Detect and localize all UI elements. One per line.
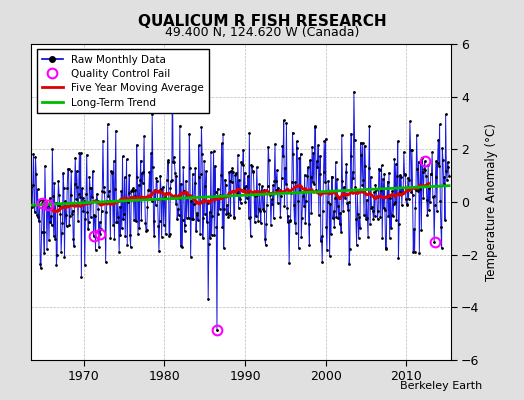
Y-axis label: Temperature Anomaly (°C): Temperature Anomaly (°C)	[485, 123, 498, 281]
Legend: Raw Monthly Data, Quality Control Fail, Five Year Moving Average, Long-Term Tren: Raw Monthly Data, Quality Control Fail, …	[37, 49, 209, 113]
Text: Berkeley Earth: Berkeley Earth	[400, 381, 482, 391]
Text: 49.400 N, 124.620 W (Canada): 49.400 N, 124.620 W (Canada)	[165, 26, 359, 39]
Text: QUALICUM R FISH RESEARCH: QUALICUM R FISH RESEARCH	[138, 14, 386, 29]
